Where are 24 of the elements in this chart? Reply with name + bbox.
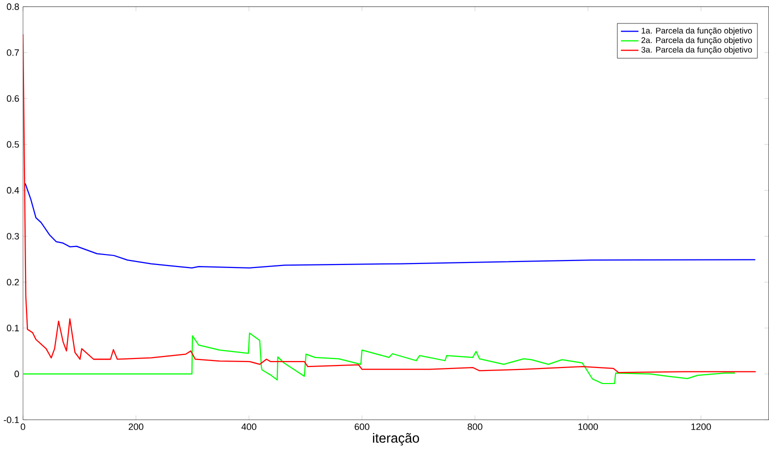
y-tick-label: 0.5 xyxy=(6,141,19,148)
y-tick-label: 0.8 xyxy=(6,3,19,10)
x-tick-label: 400 xyxy=(241,424,256,430)
line-series xyxy=(22,34,756,374)
line-series xyxy=(24,182,756,269)
x-tick-label: 1000 xyxy=(578,424,598,430)
y-tick-label: 0 xyxy=(14,370,19,378)
y-tick-label: 0.6 xyxy=(6,95,19,102)
y-tick-label: 0.3 xyxy=(6,233,19,240)
x-tick-label: 600 xyxy=(354,424,370,430)
y-tick-label: 0.2 xyxy=(6,278,19,286)
legend-label: 1a. Parcela da função objetivo xyxy=(642,28,752,36)
y-tick-label: 0.4 xyxy=(6,187,20,194)
x-tick-label: 800 xyxy=(468,424,482,430)
x-tick-label: 0 xyxy=(20,424,26,430)
line-series xyxy=(22,332,736,384)
x-tick-label: 1200 xyxy=(691,424,711,430)
x-tick-label: 200 xyxy=(128,424,144,430)
y-tick-label: 0.7 xyxy=(6,49,19,56)
y-tick-label: -0.1 xyxy=(4,416,19,424)
x-axis-title: iteração xyxy=(373,433,420,446)
y-tick-label: 0.1 xyxy=(6,324,19,332)
legend-label: 2a. Parcela da função objetivo xyxy=(641,37,752,45)
legend-label: 3a. Parcela da função objetivo xyxy=(641,46,752,54)
